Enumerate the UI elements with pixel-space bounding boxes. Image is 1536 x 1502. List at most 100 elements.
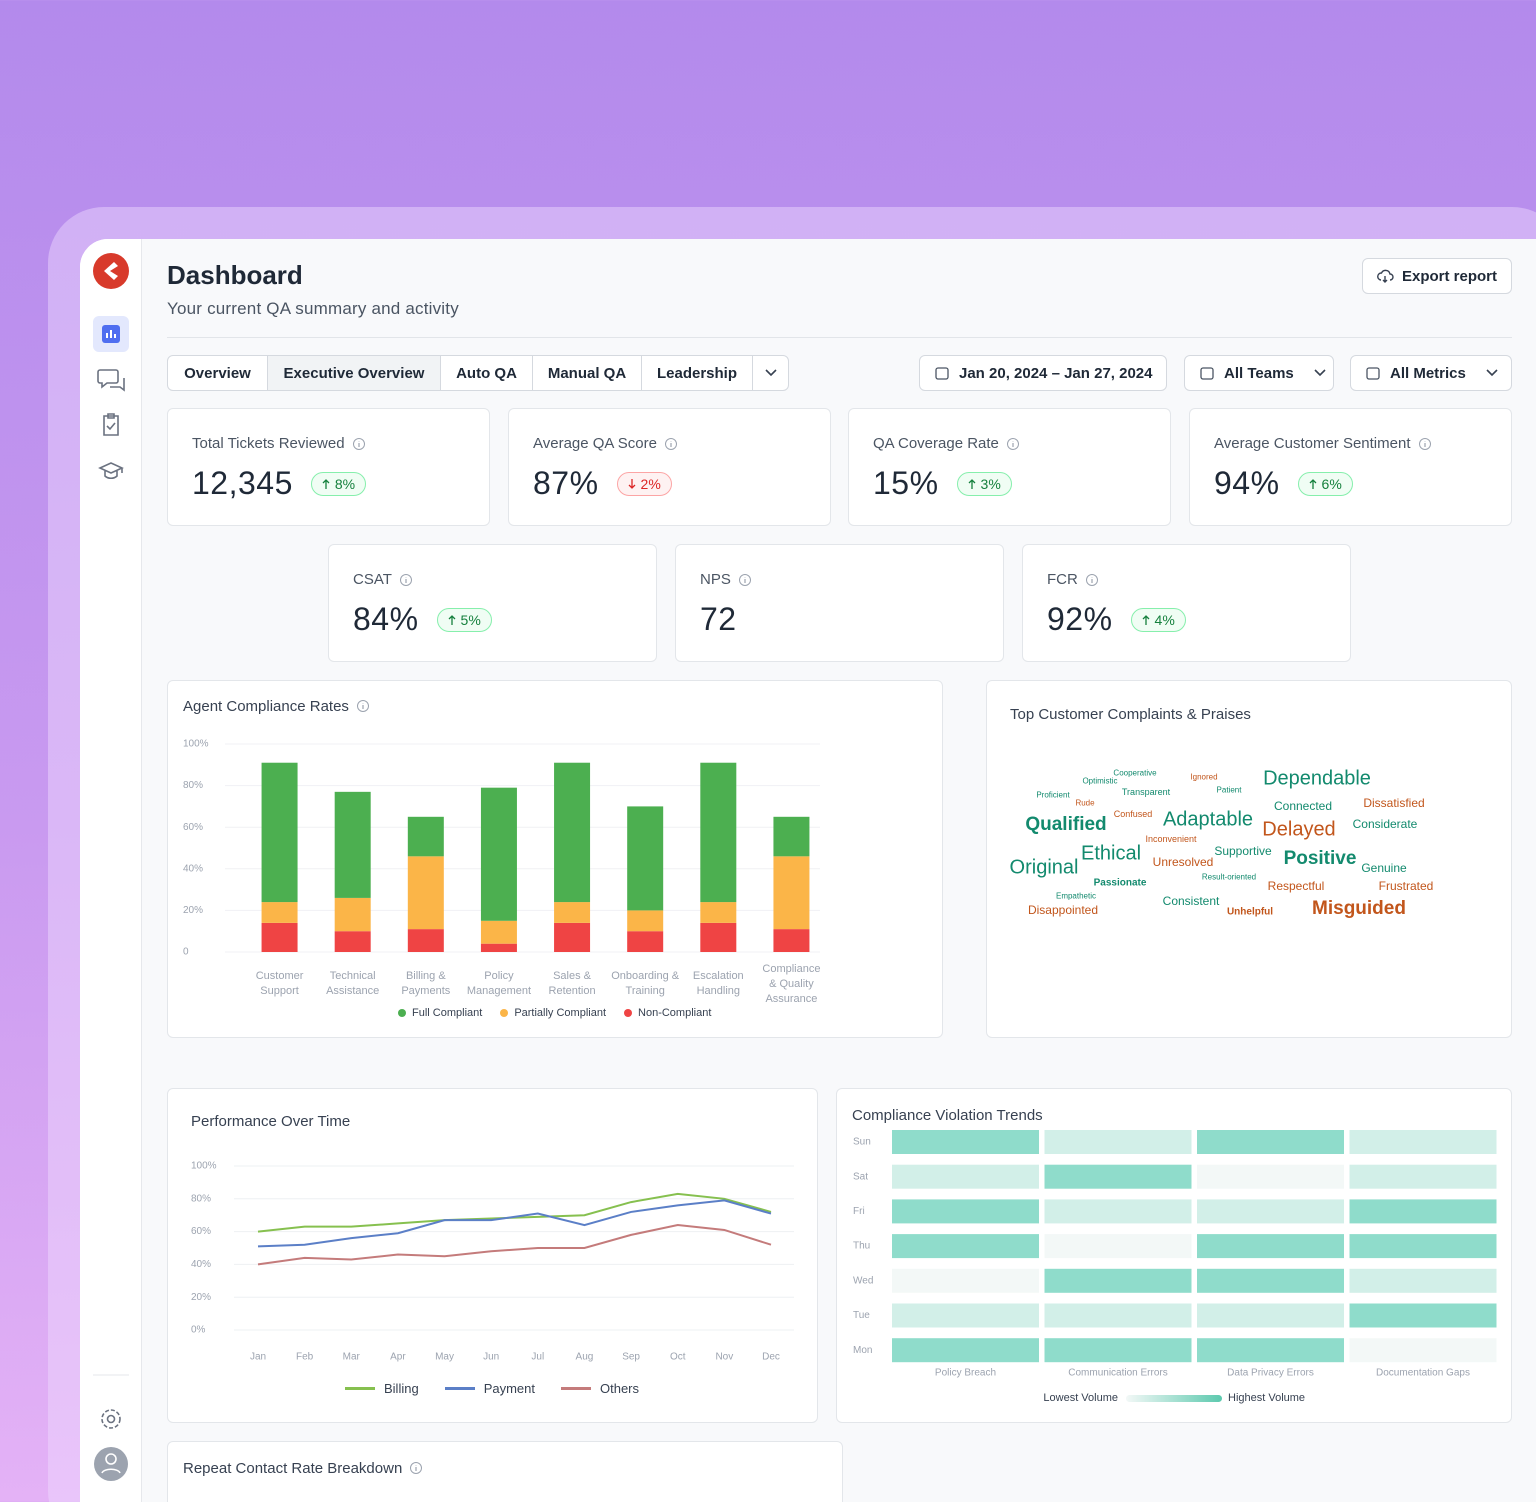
tab-more[interactable]	[753, 356, 788, 390]
x-tick-label: Policy Management	[466, 970, 532, 997]
kpi-value-row: 87% 2%	[533, 465, 672, 502]
kpi-card: QA Coverage Rate 15% 3%	[848, 408, 1171, 526]
cloud-word: Cooperative	[1113, 768, 1157, 778]
legend-item: Others	[561, 1381, 639, 1396]
kpi-value-row: 72	[700, 601, 737, 638]
wordcloud-panel	[986, 680, 1512, 1038]
kpi-change: 6%	[1297, 471, 1353, 496]
panel-title-row: Agent Compliance Rates	[183, 696, 369, 716]
info-ring	[1006, 437, 1019, 450]
cloud-word: Optimistic	[1082, 776, 1118, 786]
page-subtitle: Your current QA summary and activity	[167, 299, 459, 318]
cloud-word: Unresolved	[1152, 855, 1214, 869]
cloud-word: Unhelpful	[1226, 906, 1274, 918]
x-tick-label: Compliance & Quality Assurance	[762, 962, 821, 1005]
filter-label: Jan 20, 2024 – Jan 27, 2024	[959, 364, 1153, 382]
export-icon	[1377, 269, 1394, 283]
trend-arrow	[322, 478, 330, 489]
tab[interactable]: Auto QA	[441, 356, 533, 390]
panel-title: Repeat Contact Rate Breakdown	[183, 1459, 403, 1477]
kpi-label: Average QA Score	[533, 435, 657, 452]
export-button[interactable]: Export report	[1362, 258, 1512, 294]
legend-label: Partially Compliant	[514, 1007, 607, 1019]
x-tick-label: Escalation Handling	[692, 970, 744, 997]
legend: Full Compliant Partially Compliant Non-Com…	[398, 1004, 711, 1022]
kpi-change-value: 8%	[334, 475, 356, 492]
x-tick-label: Technical Assistance	[326, 970, 380, 997]
sidebar	[80, 239, 142, 1502]
kpi-change: 2%	[616, 471, 672, 496]
panel-title: Performance Over Time	[191, 1112, 351, 1130]
legend-item: Non-Compliant	[624, 1007, 711, 1019]
chevron-icon	[1486, 369, 1498, 377]
filter-label: All Metrics	[1390, 364, 1466, 382]
panel-title-row: Performance Over Time	[191, 1111, 350, 1131]
legend-label: Non-Compliant	[638, 1007, 712, 1019]
cloud-word: Dissatisfied	[1363, 796, 1425, 810]
legend-item: Payment	[444, 1380, 535, 1396]
trend-arrow	[1309, 478, 1317, 489]
trend-arrow	[448, 614, 456, 625]
cloud-word: Empathetic	[1055, 891, 1097, 901]
kpi-label: Average Customer Sentiment	[1214, 435, 1411, 452]
cloud-word: Ignored	[1190, 772, 1218, 782]
tab[interactable]: Leadership	[642, 356, 753, 390]
x-tick-label-box: Escalation Handling	[684, 958, 752, 1010]
cloud-word: Rude	[1075, 798, 1095, 808]
tab[interactable]: Manual QA	[533, 356, 642, 390]
info-icon	[410, 1462, 423, 1474]
legend-item: Billing	[345, 1381, 419, 1396]
kpi-label-row: CSAT	[353, 571, 412, 588]
kpi-value-row: 92% 4%	[1047, 601, 1186, 638]
cloud-word: Ethical	[1080, 842, 1142, 865]
kpi-value: 87%	[533, 465, 599, 501]
trend-icon	[322, 478, 330, 489]
kpi-value: 15%	[873, 465, 939, 501]
chevron-icon	[1314, 369, 1326, 377]
repeat-panel	[167, 1441, 843, 1502]
violations-panel	[836, 1088, 1512, 1423]
kpi-change-value: 5%	[460, 611, 481, 628]
kpi-card: CSAT 84% 5%	[328, 544, 657, 662]
kpi-card: NPS 72	[675, 544, 1004, 662]
legend-dot	[624, 1009, 633, 1017]
tab[interactable]: Overview	[168, 356, 268, 390]
performance-panel	[167, 1088, 818, 1423]
cloud-word: Misguided	[1312, 898, 1406, 919]
cloud-word: Disappointed	[1027, 903, 1099, 917]
kpi-change: 3%	[956, 471, 1012, 496]
kpi-change: 5%	[436, 607, 492, 632]
tab[interactable]: Executive Overview	[268, 356, 441, 390]
trend-icon	[968, 478, 976, 489]
info-ring	[356, 700, 369, 712]
filter-icon	[1200, 367, 1214, 380]
info-ring	[1085, 573, 1098, 586]
kpi-label-row: Average Customer Sentiment	[1214, 435, 1431, 452]
cloud-word: Consistent	[1162, 894, 1220, 908]
legend-item: Full Compliant	[398, 1007, 482, 1019]
panel-title: Top Customer Complaints & Praises	[1010, 705, 1251, 723]
cloud-word: Proficient	[1036, 790, 1070, 800]
kpi-value-row: 94% 6%	[1214, 465, 1353, 502]
info-icon	[352, 437, 365, 450]
legend-swatch	[500, 1009, 509, 1017]
kpi-value-row: 12,345 8%	[192, 465, 367, 502]
legend-label: Payment	[483, 1380, 535, 1396]
filter-metrics[interactable]: All Metrics	[1350, 355, 1512, 391]
x-tick-label-box: Compliance & Quality Assurance	[757, 958, 825, 1010]
kpi-label-row: Average QA Score	[533, 435, 677, 452]
kpi-change: 8%	[310, 471, 367, 496]
kpi-value: 72	[700, 601, 737, 637]
kpi-card: Average QA Score 87% 2%	[508, 408, 831, 526]
cloud-icon	[1377, 269, 1394, 283]
panel-title-row: Compliance Violation Trends	[852, 1105, 1043, 1125]
legend-dot	[500, 1009, 509, 1017]
filter-date[interactable]: Jan 20, 2024 – Jan 27, 2024	[919, 355, 1167, 391]
x-tick-label-box: Onboarding & Training	[611, 958, 679, 1010]
filter-teams[interactable]: All Teams	[1184, 355, 1334, 391]
legend-swatch	[624, 1009, 633, 1017]
legend: Billing Payment Others	[345, 1379, 639, 1397]
kpi-value: 84%	[353, 601, 419, 637]
cloud-word: Result-oriented	[1201, 872, 1257, 882]
panel-title: Compliance Violation Trends	[852, 1106, 1043, 1124]
